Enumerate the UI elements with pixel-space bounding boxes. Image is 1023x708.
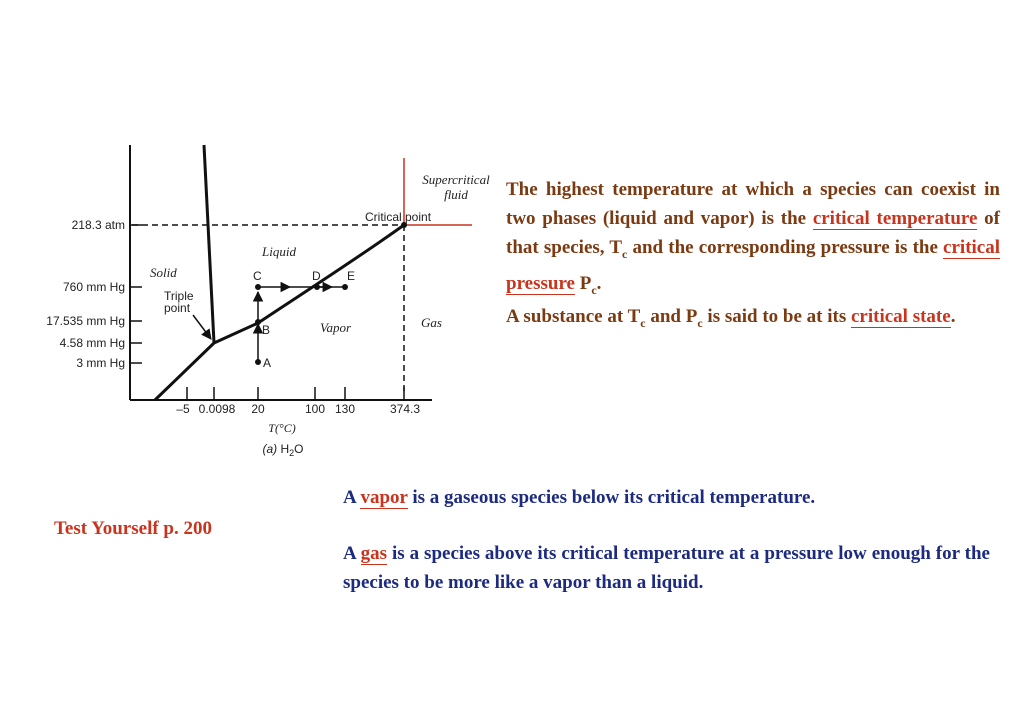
term-vapor: vapor: [360, 487, 408, 509]
triple-point-label-line2: point: [164, 301, 191, 315]
critical-state-definition: A substance at Tc and Pc is said to be a…: [506, 306, 956, 330]
term-critical-state: critical state: [851, 306, 951, 328]
point-label-c: C: [253, 269, 262, 283]
x-label-m5: –5: [176, 402, 190, 416]
triple-point-label-line1: Triple: [164, 289, 194, 303]
y-label-218-atm: 218.3 atm: [72, 218, 125, 232]
x-label-130: 130: [335, 402, 355, 416]
term-critical-temperature: critical temperature: [812, 208, 978, 230]
phase-label-solid: Solid: [150, 265, 177, 280]
phase-label-gas: Gas: [421, 315, 442, 330]
point-label-d: D: [312, 269, 321, 283]
x-label-374: 374.3: [390, 402, 420, 416]
point-b-marker: [255, 319, 261, 325]
term-critical-pressure: critical pressure: [506, 237, 1001, 295]
vapor-definition: A vapor is a gaseous species below its c…: [343, 487, 816, 509]
x-axis-title: T(°C): [268, 421, 295, 435]
critical-point-marker: [401, 222, 407, 228]
y-label-3-mmhg: 3 mm Hg: [76, 356, 125, 370]
y-label-4-mmhg: 4.58 mm Hg: [60, 336, 125, 350]
point-c-marker: [255, 284, 261, 290]
point-label-e: E: [347, 269, 355, 283]
point-e-marker: [342, 284, 348, 290]
term-gas: gas: [360, 543, 388, 565]
x-label-20: 20: [251, 402, 265, 416]
point-label-a: A: [263, 356, 271, 370]
vaporization-curve: [213, 223, 405, 345]
critical-point-label: Critical point: [365, 210, 432, 224]
phase-label-liquid: Liquid: [261, 244, 296, 259]
y-label-760-mmhg: 760 mm Hg: [63, 280, 125, 294]
phase-label-vapor: Vapor: [320, 320, 352, 335]
point-d-marker: [314, 284, 320, 290]
test-yourself-reference: Test Yourself p. 200: [54, 518, 212, 539]
gas-definition: A gas is a species above its critical te…: [343, 543, 990, 593]
y-label-17-mmhg: 17.535 mm Hg: [46, 314, 125, 328]
x-label-0: 0.0098: [199, 402, 236, 416]
phase-diagram: 218.3 atm 760 mm Hg 17.535 mm Hg 4.58 mm…: [46, 144, 490, 458]
triple-point-arrow: [192, 314, 212, 340]
diagram-caption: (a) H2O: [262, 442, 303, 458]
phase-label-supercritical: Supercritical: [422, 172, 490, 187]
sublimation-curve: [153, 341, 216, 402]
critical-temperature-definition: The highest temperature at which a speci…: [506, 179, 1001, 297]
point-label-b: B: [262, 323, 270, 337]
x-label-100: 100: [305, 402, 325, 416]
point-a-marker: [255, 359, 261, 365]
fusion-curve: [202, 144, 216, 344]
phase-label-fluid: fluid: [444, 187, 468, 202]
